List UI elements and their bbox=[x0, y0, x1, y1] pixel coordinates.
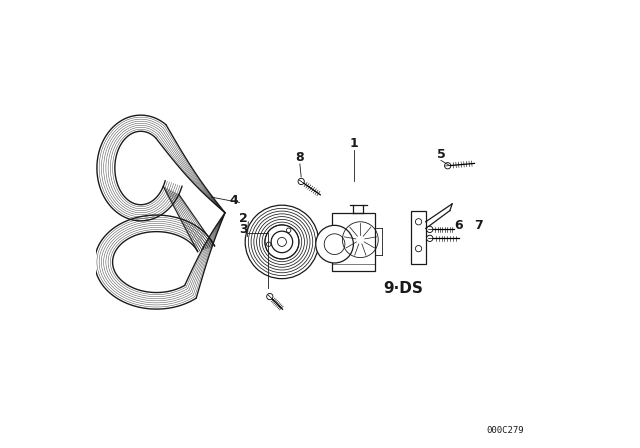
Text: 9·DS: 9·DS bbox=[383, 281, 423, 297]
Text: 2: 2 bbox=[239, 212, 248, 225]
Bar bbox=[412, 211, 426, 264]
Text: 8: 8 bbox=[296, 151, 304, 164]
Text: 4: 4 bbox=[230, 194, 239, 207]
Circle shape bbox=[427, 226, 433, 233]
Text: 6: 6 bbox=[454, 220, 463, 233]
Circle shape bbox=[267, 293, 273, 300]
Bar bbox=[332, 213, 375, 271]
Text: 5: 5 bbox=[436, 148, 445, 161]
Circle shape bbox=[316, 225, 353, 263]
Circle shape bbox=[427, 235, 433, 241]
Text: 1: 1 bbox=[349, 137, 358, 150]
Text: 3: 3 bbox=[239, 223, 248, 236]
Circle shape bbox=[298, 178, 305, 185]
Text: 000C279: 000C279 bbox=[486, 426, 524, 435]
Text: 7: 7 bbox=[474, 220, 483, 233]
Circle shape bbox=[445, 163, 451, 169]
